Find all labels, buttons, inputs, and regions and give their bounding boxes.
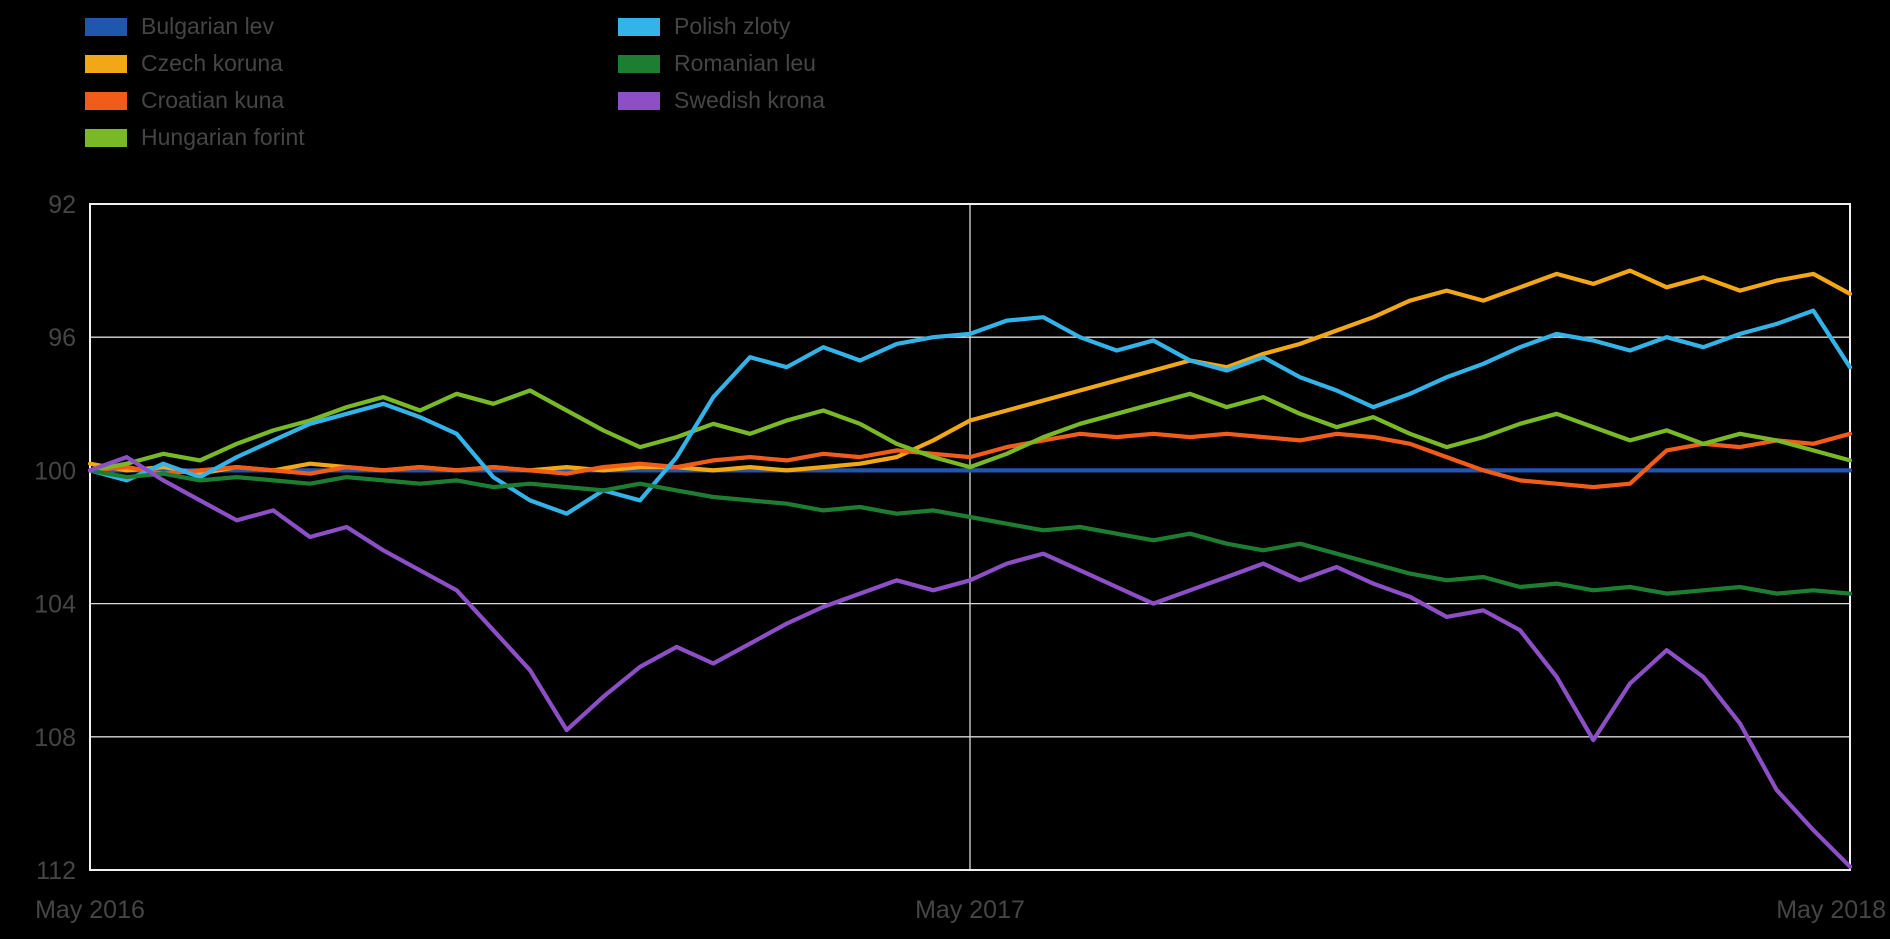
series-line-swedish-krona	[88, 455, 1852, 869]
legend-swatch-croatian-kuna	[85, 91, 127, 110]
legend-item-swedish-krona[interactable]: Swedish krona	[618, 82, 825, 119]
legend-label: Romanian leu	[674, 50, 816, 76]
y-tick-label: 104	[34, 591, 76, 619]
legend-swatch-hungarian-forint	[85, 128, 127, 147]
y-tick-label: 112	[36, 857, 76, 885]
legend-item-croatian-kuna[interactable]: Croatian kuna	[85, 82, 305, 119]
legend-item-czech-koruna[interactable]: Czech koruna	[85, 45, 305, 82]
legend-label: Bulgarian lev	[141, 13, 274, 39]
plot-border	[89, 203, 1851, 871]
legend-swatch-swedish-krona	[618, 91, 660, 110]
legend-label: Croatian kuna	[141, 87, 285, 113]
legend-swatch-bulgarian-lev	[85, 17, 127, 36]
series-line-polish-zloty	[88, 308, 1852, 516]
x-tick-label: May 2018	[1776, 896, 1886, 924]
legend-label: Hungarian forint	[141, 124, 305, 150]
legend-column-1: Bulgarian lev Czech koruna Croatian kuna…	[85, 8, 305, 156]
y-tick-label: 92	[48, 191, 76, 219]
legend-item-polish-zloty[interactable]: Polish zloty	[618, 8, 825, 45]
legend-label: Czech koruna	[141, 50, 283, 76]
series-line-hungarian-forint	[88, 388, 1852, 473]
y-tick-label: 108	[34, 724, 76, 752]
x-tick-label: May 2016	[35, 896, 145, 924]
y-tick-label: 96	[48, 324, 76, 352]
legend-swatch-romanian-leu	[618, 54, 660, 73]
legend-swatch-czech-koruna	[85, 54, 127, 73]
y-tick-label: 100	[34, 457, 76, 485]
legend-label: Swedish krona	[674, 87, 825, 113]
series-line-croatian-kuna	[88, 431, 1852, 490]
legend-item-romanian-leu[interactable]: Romanian leu	[618, 45, 825, 82]
x-tick-label: May 2017	[915, 896, 1025, 924]
legend-item-bulgarian-lev[interactable]: Bulgarian lev	[85, 8, 305, 45]
legend-swatch-polish-zloty	[618, 17, 660, 36]
legend-label: Polish zloty	[674, 13, 791, 39]
series-line-romanian-leu	[88, 468, 1852, 596]
legend-column-2: Polish zloty Romanian leu Swedish krona	[618, 8, 825, 119]
legend-item-hungarian-forint[interactable]: Hungarian forint	[85, 119, 305, 156]
